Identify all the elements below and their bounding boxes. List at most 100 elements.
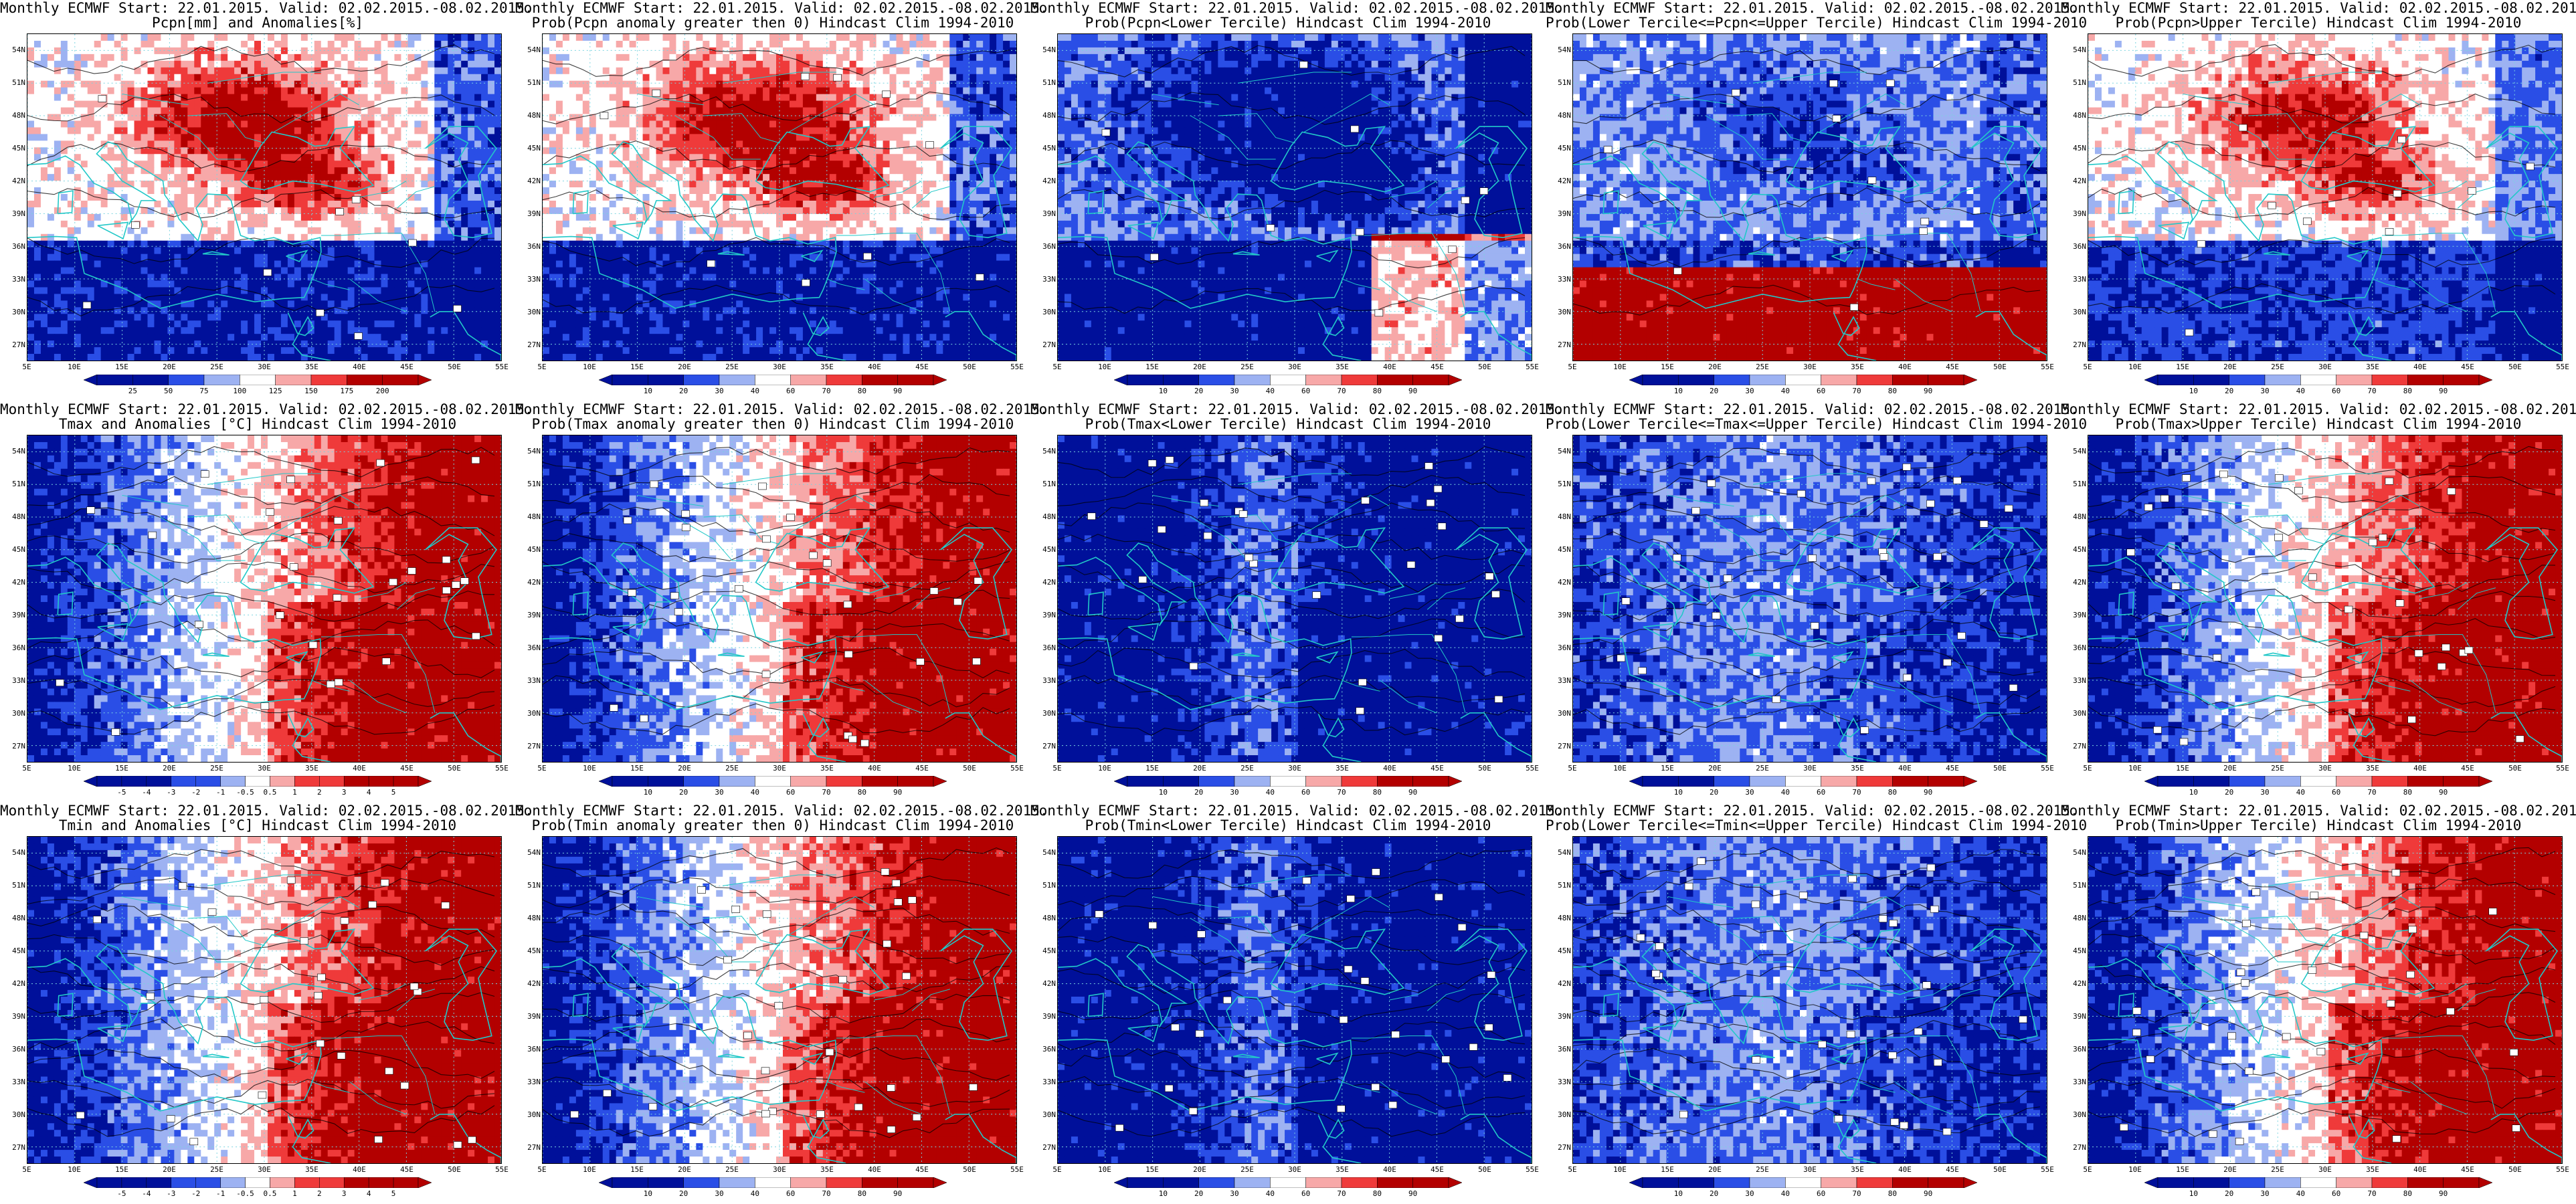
lon-tick-label: 40E xyxy=(1376,1165,1403,1174)
lon-tick-label: 45E xyxy=(1424,363,1451,371)
lat-tick-label: 42N xyxy=(1034,177,1056,185)
lon-tick-label: 5E xyxy=(529,363,555,371)
lat-tick-label: 27N xyxy=(1550,1143,1571,1152)
lat-tick-label: 33N xyxy=(1550,275,1571,284)
colorbar-label: 30 xyxy=(703,387,736,395)
colorbar-label: 30 xyxy=(1733,387,1766,395)
lat-tick-label: 27N xyxy=(1034,1143,1056,1152)
lat-tick-label: 39N xyxy=(519,1012,541,1021)
lat-tick-label: 54N xyxy=(2065,848,2086,857)
lat-tick-label: 54N xyxy=(4,848,25,857)
colorbar-label: 60 xyxy=(774,1189,808,1198)
colorbar-label: 30 xyxy=(2248,1189,2282,1198)
lon-tick-label: 5E xyxy=(2074,1165,2101,1174)
lat-tick-label: 39N xyxy=(2065,209,2086,218)
lon-tick-label: 55E xyxy=(1519,363,1546,371)
colorbar xyxy=(598,775,947,787)
lon-tick-label: 5E xyxy=(529,764,555,773)
forecast-map xyxy=(2088,836,2563,1164)
colorbar-label: 0.5 xyxy=(253,788,286,797)
map-field xyxy=(1573,435,2047,762)
lat-tick-label: 39N xyxy=(1034,209,1056,218)
colorbar-label: 10 xyxy=(2177,387,2210,395)
colorbar-label: 90 xyxy=(881,788,915,797)
forecast-map xyxy=(2088,435,2563,763)
lat-tick-label: 27N xyxy=(2065,1143,2086,1152)
lon-tick-label: 35E xyxy=(1844,1165,1871,1174)
lon-tick-label: 25E xyxy=(1749,764,1776,773)
lon-tick-label: 45E xyxy=(1424,1165,1451,1174)
lon-tick-label: 35E xyxy=(2359,363,2386,371)
panel-title: Monthly ECMWF Start: 22.01.2015. Valid: … xyxy=(0,401,533,417)
coastlines xyxy=(27,72,501,361)
map-panel: Monthly ECMWF Start: 22.01.2015. Valid: … xyxy=(0,0,533,401)
colorbar-label: -4 xyxy=(130,1189,163,1198)
lon-tick-label: 5E xyxy=(1559,363,1586,371)
panel-subtitle: Prob(Tmax<Lower Tercile) Hindcast Clim 1… xyxy=(1030,416,1546,432)
lat-tick-label: 48N xyxy=(1550,914,1571,922)
lat-tick-label: 42N xyxy=(2065,578,2086,587)
colorbar xyxy=(598,1177,947,1189)
colorbar-label: 10 xyxy=(631,1189,664,1198)
colorbar-label: 60 xyxy=(1289,387,1323,395)
panel-title: Monthly ECMWF Start: 22.01.2015. Valid: … xyxy=(515,401,1048,417)
colorbar-label: 90 xyxy=(2427,788,2460,797)
lon-tick-label: 45E xyxy=(1939,764,1966,773)
lat-tick-label: 51N xyxy=(1034,480,1056,488)
lon-tick-label: 25E xyxy=(203,363,230,371)
colorbar-label: 90 xyxy=(1396,788,1430,797)
lon-tick-label: 15E xyxy=(624,363,650,371)
map-field xyxy=(1058,34,1532,361)
lat-tick-label: 48N xyxy=(4,512,25,521)
lat-tick-label: 36N xyxy=(519,1045,541,1054)
lat-tick-label: 30N xyxy=(519,1110,541,1119)
colorbar-label: 90 xyxy=(1396,1189,1430,1198)
lon-tick-label: 10E xyxy=(1606,363,1633,371)
colorbar xyxy=(2144,775,2493,787)
lon-tick-label: 55E xyxy=(2549,764,2576,773)
lon-tick-label: 55E xyxy=(2549,1165,2576,1174)
lat-tick-label: 42N xyxy=(1034,979,1056,988)
lon-tick-label: 5E xyxy=(1044,363,1071,371)
map-field xyxy=(1573,34,2047,361)
lon-tick-label: 50E xyxy=(1987,1165,2013,1174)
colorbar-label: 60 xyxy=(2320,1189,2353,1198)
forecast-map xyxy=(542,435,1017,763)
lon-tick-label: 20E xyxy=(1186,1165,1213,1174)
colorbar-label: 20 xyxy=(1697,788,1731,797)
colorbar-label: 30 xyxy=(1733,788,1766,797)
lat-tick-label: 36N xyxy=(1034,643,1056,652)
colorbar-label: 20 xyxy=(1182,387,1216,395)
colorbar-label: 40 xyxy=(1253,1189,1287,1198)
panel-subtitle: Tmin and Anomalies [°C] Hindcast Clim 19… xyxy=(0,817,515,833)
lat-tick-label: 39N xyxy=(1034,611,1056,619)
colorbar xyxy=(83,775,432,787)
map-field xyxy=(543,837,1016,1163)
lat-tick-label: 27N xyxy=(2065,742,2086,750)
lat-tick-label: 48N xyxy=(1034,512,1056,521)
forecast-map xyxy=(1057,33,1532,361)
lon-tick-label: 50E xyxy=(441,764,468,773)
lon-tick-label: 55E xyxy=(2034,363,2061,371)
lat-tick-label: 36N xyxy=(519,643,541,652)
lon-tick-label: 30E xyxy=(1797,764,1823,773)
colorbar-label: 125 xyxy=(259,387,292,395)
lat-tick-label: 39N xyxy=(4,1012,25,1021)
lat-tick-label: 45N xyxy=(1550,946,1571,955)
lon-tick-label: 35E xyxy=(1329,363,1356,371)
lon-tick-label: 55E xyxy=(2034,1165,2061,1174)
lat-tick-label: 51N xyxy=(1034,78,1056,87)
colorbar-label: 60 xyxy=(774,788,808,797)
lat-tick-label: 45N xyxy=(2065,545,2086,554)
panel-subtitle: Prob(Tmin anomaly greater then 0) Hindca… xyxy=(515,817,1030,833)
colorbar-label: -0.5 xyxy=(229,1189,262,1198)
colorbar-label: 70 xyxy=(810,387,843,395)
colorbar-label: 40 xyxy=(1253,788,1287,797)
station-markers xyxy=(1095,868,1512,1132)
lat-tick-label: 54N xyxy=(519,45,541,54)
lon-tick-label: 10E xyxy=(1091,1165,1118,1174)
map-field xyxy=(2088,34,2562,361)
colorbar-label: 80 xyxy=(845,1189,879,1198)
colorbar-label: 5 xyxy=(377,1189,410,1198)
lon-tick-label: 5E xyxy=(13,764,40,773)
